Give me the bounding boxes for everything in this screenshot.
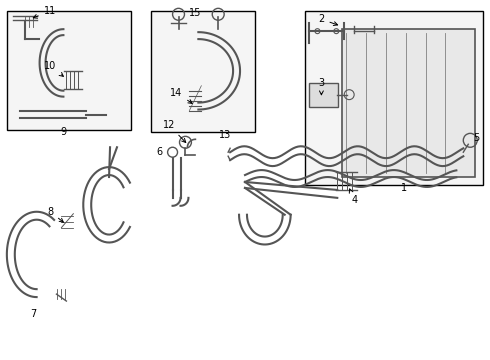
FancyBboxPatch shape [7,11,131,130]
Text: 7: 7 [30,309,37,319]
FancyBboxPatch shape [151,11,255,132]
FancyBboxPatch shape [309,83,338,107]
Text: 2: 2 [318,14,338,26]
Text: 12: 12 [163,121,186,143]
FancyBboxPatch shape [305,11,483,185]
Text: 1: 1 [401,183,407,193]
Text: 3: 3 [318,78,324,95]
Text: 11: 11 [33,6,56,18]
Text: 13: 13 [219,130,231,140]
Text: 5: 5 [473,133,480,143]
Text: 15: 15 [189,8,201,18]
Text: 14: 14 [170,88,192,103]
Text: 4: 4 [349,189,357,205]
Text: 9: 9 [60,127,67,138]
FancyBboxPatch shape [342,29,475,177]
Text: 6: 6 [156,147,163,157]
Text: 8: 8 [48,207,63,222]
Text: 10: 10 [44,61,63,76]
